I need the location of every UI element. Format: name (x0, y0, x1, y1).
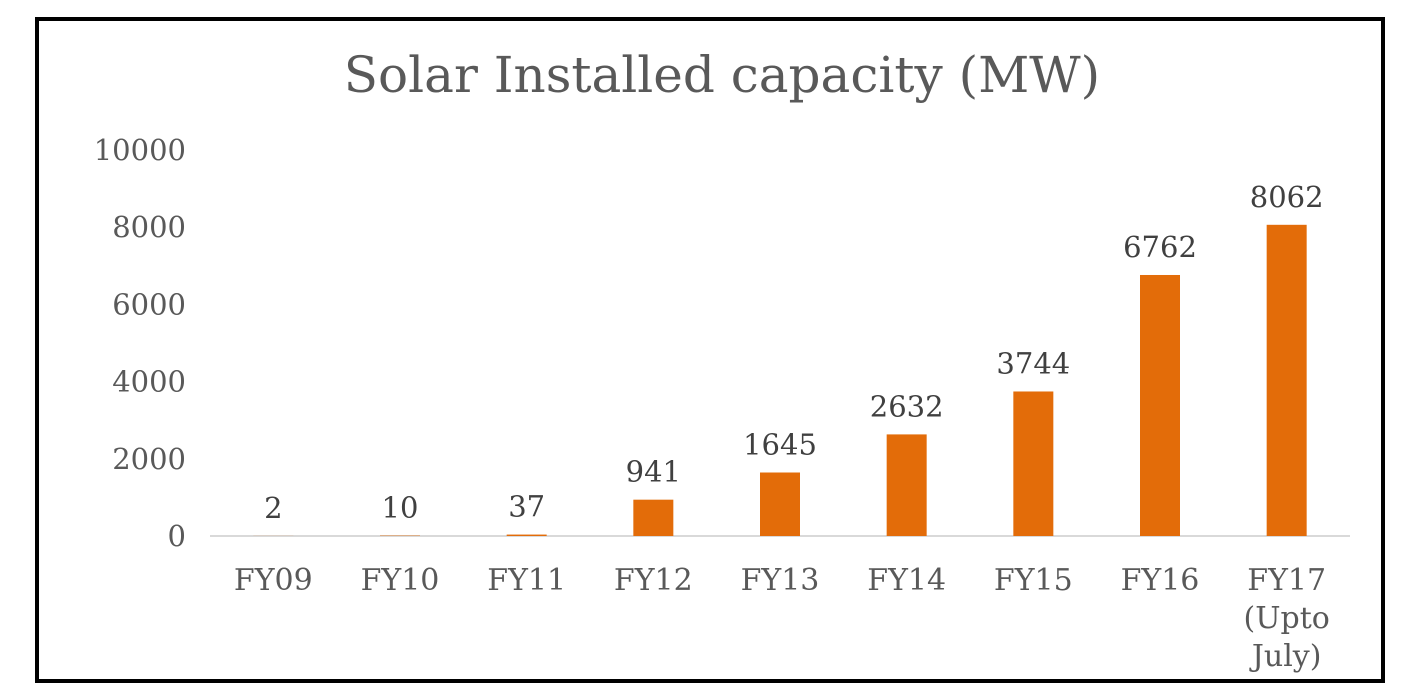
data-label: 3744 (996, 346, 1070, 380)
y-tick-label: 0 (168, 519, 186, 553)
x-tick-label: FY14 (867, 563, 946, 598)
y-tick-label: 2000 (112, 442, 186, 476)
bar (1013, 391, 1054, 536)
x-tick-label: FY16 (1121, 563, 1200, 598)
data-label: 6762 (1123, 230, 1197, 264)
data-label: 8062 (1250, 180, 1324, 214)
x-tick-label: FY09 (234, 563, 313, 598)
data-labels: 2 10 37 941 1645 2632 3744 6762 8062 (264, 180, 1323, 525)
bar (760, 472, 800, 536)
x-tick-label: FY15 (994, 563, 1073, 598)
y-tick-label: 6000 (112, 287, 186, 321)
x-tick-label: FY10 (361, 563, 440, 598)
x-tick-label: FY17 (Upto July) (1244, 563, 1330, 674)
y-tick-label: 8000 (112, 210, 186, 244)
data-label: 10 (382, 491, 419, 525)
y-tick-label: 4000 (112, 365, 186, 399)
bars (253, 224, 1307, 536)
x-tick-label: FY13 (741, 563, 820, 598)
y-axis-labels: 0 2000 4000 6000 8000 10000 (94, 133, 186, 553)
data-label: 2 (264, 491, 282, 525)
x-axis-labels: FY09 FY10 FY11 FY12 FY13 FY14 FY15 FY16 FY17 (Upt… (234, 563, 1330, 674)
bar (506, 534, 547, 536)
bar (1140, 274, 1180, 536)
data-label: 941 (626, 455, 681, 489)
y-tick-label: 10000 (94, 133, 186, 167)
data-label: 1645 (743, 428, 817, 462)
x-tick-label: FY12 (614, 563, 693, 598)
bar (886, 434, 927, 536)
bar (633, 499, 674, 536)
data-label: 37 (508, 490, 545, 524)
x-tick-label: FY11 (487, 563, 566, 598)
data-label: 2632 (870, 389, 944, 423)
bar (1266, 224, 1307, 536)
chart-title: Solar Installed capacity (MW) (344, 46, 1100, 104)
